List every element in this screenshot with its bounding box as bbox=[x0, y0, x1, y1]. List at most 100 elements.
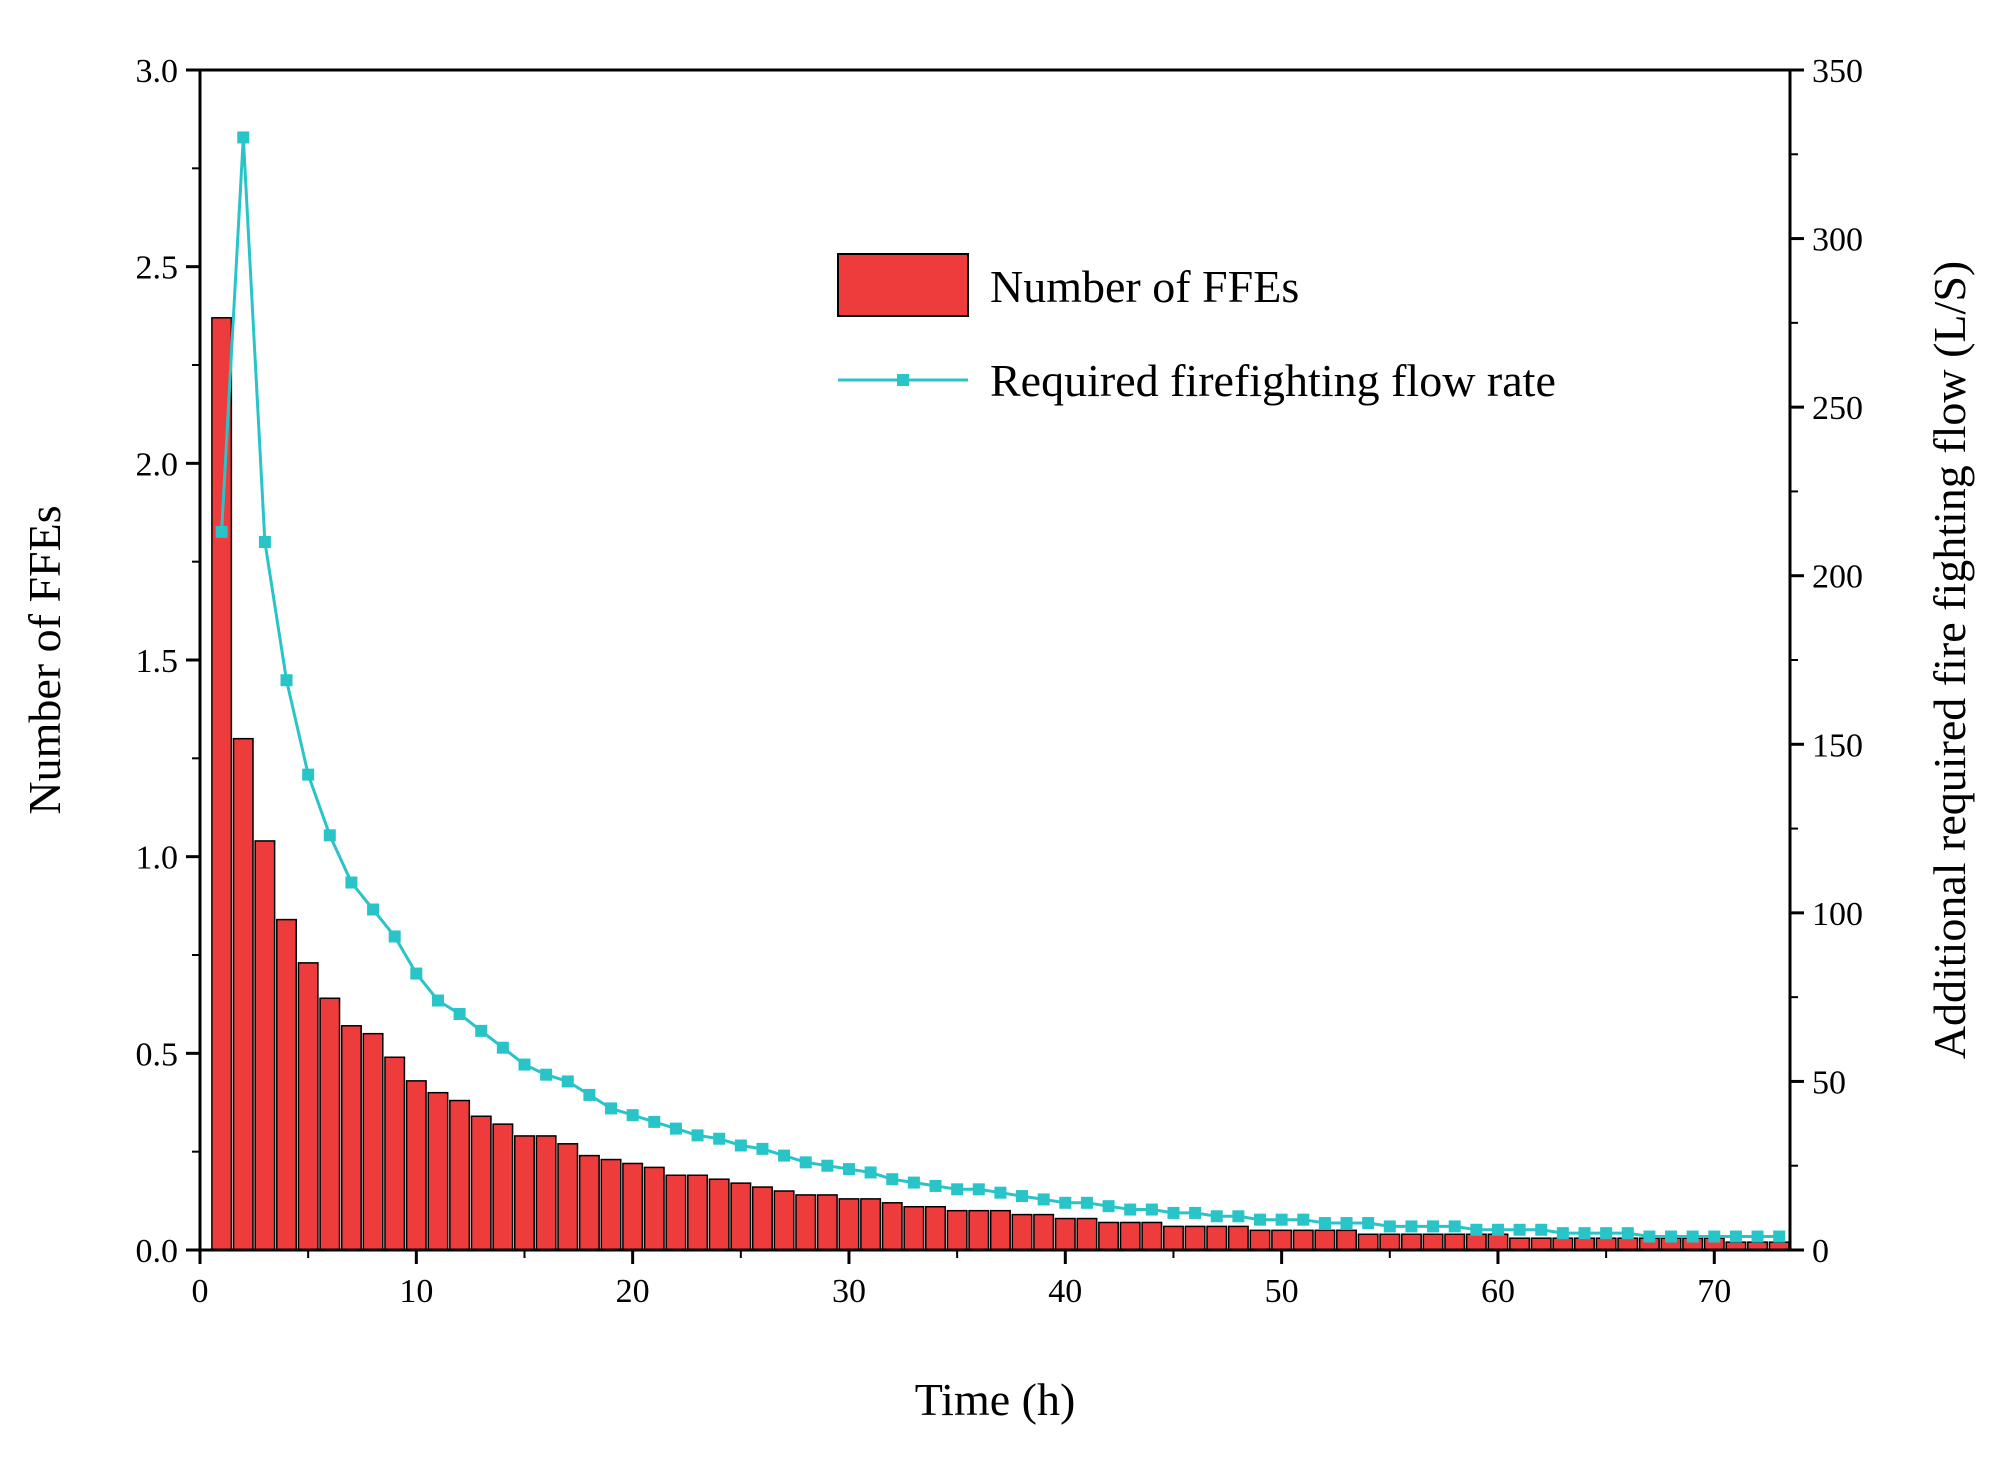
bar bbox=[1162, 1225, 1184, 1251]
line-point bbox=[1556, 1227, 1569, 1240]
line-point bbox=[1189, 1206, 1202, 1219]
line-point bbox=[1254, 1213, 1266, 1226]
y2-tick-label: 150 bbox=[1812, 727, 1863, 764]
bar bbox=[860, 1198, 882, 1251]
line-point bbox=[1275, 1213, 1288, 1226]
bar bbox=[427, 1091, 449, 1251]
line-point bbox=[1318, 1217, 1331, 1230]
line-point bbox=[907, 1176, 920, 1189]
line-point bbox=[237, 131, 250, 144]
bar bbox=[665, 1174, 687, 1251]
bar bbox=[297, 962, 319, 1251]
line-point bbox=[323, 829, 336, 842]
bar bbox=[946, 1209, 968, 1251]
bar bbox=[384, 1056, 406, 1251]
y2-axis-title: Additional required fire fighting flow (… bbox=[1924, 261, 1975, 1059]
bar bbox=[600, 1158, 622, 1251]
line-point bbox=[886, 1173, 899, 1186]
bar bbox=[751, 1186, 773, 1251]
bar bbox=[578, 1154, 600, 1251]
bar bbox=[449, 1099, 471, 1251]
x-tick-label: 70 bbox=[1697, 1273, 1731, 1310]
line-point bbox=[648, 1115, 661, 1128]
bar bbox=[1444, 1233, 1466, 1251]
line-point bbox=[951, 1183, 964, 1196]
bar bbox=[1292, 1229, 1314, 1251]
line-point bbox=[1513, 1223, 1526, 1236]
y-tick-label: 3.0 bbox=[136, 53, 179, 90]
line-point bbox=[215, 525, 228, 538]
bar bbox=[514, 1135, 535, 1251]
y-tick-label: 2.0 bbox=[136, 446, 179, 483]
bar bbox=[838, 1198, 860, 1251]
x-tick-label: 60 bbox=[1481, 1273, 1515, 1310]
y-tick-label: 0.5 bbox=[136, 1036, 179, 1073]
line-point bbox=[1643, 1230, 1656, 1243]
line-point bbox=[1470, 1223, 1483, 1236]
y-tick-label: 1.5 bbox=[136, 643, 179, 680]
line-point bbox=[1102, 1200, 1115, 1213]
legend-line-label: Required firefighting flow rate bbox=[990, 355, 1556, 406]
y2-tick-label: 350 bbox=[1812, 53, 1863, 90]
line-point bbox=[583, 1088, 596, 1101]
line-point bbox=[345, 876, 358, 889]
y2-tick-label: 0 bbox=[1812, 1233, 1829, 1270]
bar bbox=[1271, 1229, 1293, 1251]
legend: Number of FFEs Required firefighting flo… bbox=[837, 253, 1556, 406]
line-point bbox=[1708, 1230, 1721, 1243]
line-point bbox=[1297, 1213, 1310, 1226]
y-tick-label: 0.0 bbox=[136, 1233, 179, 1270]
bar-series-ffes bbox=[211, 317, 1790, 1251]
bar bbox=[881, 1202, 903, 1251]
line-point bbox=[1080, 1196, 1093, 1209]
bar bbox=[1617, 1237, 1639, 1251]
line-series-flow-rate bbox=[215, 131, 1786, 1243]
y-tick-label: 2.5 bbox=[136, 250, 179, 287]
bar bbox=[254, 840, 276, 1251]
line-point bbox=[778, 1149, 791, 1162]
line-point bbox=[842, 1163, 855, 1176]
bar bbox=[708, 1178, 730, 1251]
bar bbox=[1595, 1237, 1617, 1251]
line-point bbox=[1427, 1220, 1440, 1233]
bar bbox=[232, 737, 254, 1251]
y2-tick-label: 200 bbox=[1812, 559, 1863, 596]
x-tick-label: 20 bbox=[616, 1273, 650, 1310]
bar bbox=[622, 1162, 644, 1251]
bar bbox=[1206, 1225, 1228, 1251]
legend-bar-swatch bbox=[837, 253, 969, 317]
y2-tick-label: 300 bbox=[1812, 222, 1863, 259]
plot-frame bbox=[198, 68, 1792, 1252]
line-point bbox=[1383, 1220, 1396, 1233]
bar bbox=[492, 1123, 514, 1251]
y2-tick-label: 50 bbox=[1812, 1064, 1846, 1101]
line-point bbox=[1167, 1206, 1180, 1219]
line-point bbox=[540, 1068, 553, 1081]
line-point bbox=[756, 1142, 769, 1155]
legend-line-marker bbox=[897, 374, 909, 386]
line-point bbox=[1059, 1196, 1072, 1209]
line-point bbox=[605, 1102, 618, 1115]
line-point bbox=[1037, 1193, 1050, 1206]
line-point bbox=[258, 536, 271, 548]
x-tick-label: 30 bbox=[832, 1273, 866, 1310]
y-tick-label: 1.0 bbox=[136, 840, 179, 877]
line-point bbox=[1016, 1190, 1029, 1203]
line-point bbox=[626, 1109, 639, 1122]
bar bbox=[773, 1190, 795, 1251]
line-point bbox=[799, 1156, 812, 1169]
bar bbox=[1076, 1217, 1098, 1251]
y-axis-ticks: 0.0 0.5 1.0 1.5 2.0 2.5 3.0 bbox=[136, 53, 200, 1270]
line-point bbox=[280, 674, 293, 687]
line-point bbox=[1405, 1220, 1418, 1233]
x-tick-label: 10 bbox=[399, 1273, 433, 1310]
line-point bbox=[1145, 1203, 1158, 1216]
line-point bbox=[1686, 1230, 1699, 1243]
bar bbox=[1184, 1225, 1206, 1251]
line-point bbox=[821, 1159, 834, 1172]
line-point bbox=[1210, 1210, 1223, 1223]
bar bbox=[795, 1194, 817, 1251]
bar bbox=[1422, 1233, 1444, 1251]
line-point bbox=[1340, 1217, 1353, 1230]
line-point bbox=[410, 967, 423, 980]
